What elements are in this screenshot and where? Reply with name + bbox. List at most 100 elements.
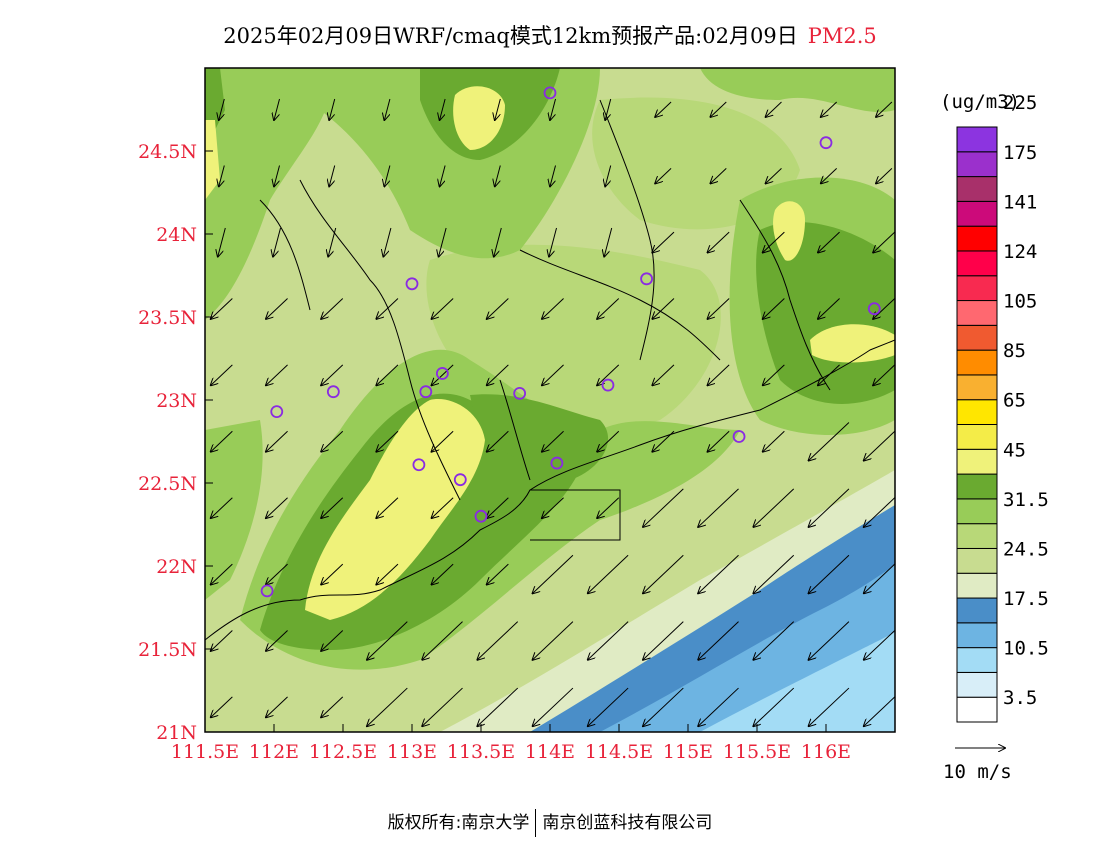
colorbar-segment <box>956 275 998 302</box>
colorbar-label: 141 <box>1003 191 1037 213</box>
wind-arrow <box>329 165 336 186</box>
wind-arrow <box>708 430 730 451</box>
wind-arrow <box>652 364 675 385</box>
wind-arrow <box>376 364 399 385</box>
wind-arrow <box>487 298 509 319</box>
wind-vectors <box>211 98 895 726</box>
wind-arrow <box>864 496 895 527</box>
colorbar-segment <box>956 647 998 673</box>
wind-arrow <box>753 621 795 660</box>
station-marker <box>640 272 653 286</box>
wind-arrow <box>542 497 564 518</box>
wind-arrow <box>643 687 684 726</box>
station-marker <box>453 473 467 487</box>
wind-arrow <box>643 621 684 660</box>
wind-arrow <box>864 563 895 593</box>
wind-arrow <box>487 364 509 385</box>
wind-arrow <box>422 687 463 726</box>
concentration-field <box>205 68 895 732</box>
station-marker <box>270 405 284 419</box>
dark-green-zone <box>470 394 609 480</box>
colorbar-segment <box>956 473 998 500</box>
wind-arrow <box>384 165 391 186</box>
wind-arrow <box>597 430 620 451</box>
wind-arrow <box>655 101 672 117</box>
station-marker <box>326 385 340 399</box>
title-species: PM2.5 <box>807 24 877 48</box>
wind-arrow <box>321 298 344 319</box>
station-marker <box>474 509 488 523</box>
wind-arrow <box>266 298 288 319</box>
wind-arrow <box>219 98 225 120</box>
station-marker <box>819 136 833 150</box>
wind-arrow <box>495 165 501 186</box>
wind-arrow <box>211 364 233 385</box>
wind-arrow <box>549 227 557 256</box>
station-marker <box>867 302 881 316</box>
wind-arrow <box>321 563 344 584</box>
wind-arrow <box>376 497 399 518</box>
wind-arrow <box>809 554 850 593</box>
lon-tick-label: 112E <box>249 741 299 763</box>
wind-arrow <box>873 298 895 319</box>
colorbar-segment <box>956 399 998 426</box>
colorbar-segment <box>956 424 998 450</box>
wind-arrow <box>266 630 288 651</box>
colorbar-label: 31.5 <box>1003 489 1049 511</box>
colorbar-segment <box>956 250 998 277</box>
wind-arrow <box>211 298 233 319</box>
wind-arrow <box>321 430 344 451</box>
wind-arrow <box>219 165 225 186</box>
station-marker <box>550 456 564 470</box>
lat-tick-label: 21.5N <box>138 639 197 661</box>
wind-arrow <box>655 168 672 183</box>
wind-arrow <box>329 98 336 120</box>
wind-arrow <box>440 165 446 186</box>
lon-tick-label: 114.5E <box>585 741 653 763</box>
colorbar-label: 225 <box>1003 92 1037 114</box>
station-marker <box>405 277 419 291</box>
wind-arrow <box>432 364 454 385</box>
footer: 版权所有:南京大学 南京创蓝科技有限公司 <box>0 808 1100 837</box>
colorbar-label: 24.5 <box>1003 538 1049 560</box>
colorbar-segment <box>956 671 998 698</box>
colorbar-segment <box>956 696 998 723</box>
latitude-axis: 21N 21.5N 22N 22.5N 23N 23.5N 24N 24.5N <box>138 141 213 744</box>
wind-arrow <box>422 621 463 660</box>
wind-arrow <box>763 231 785 252</box>
colorbar-segment <box>956 225 998 252</box>
yellow-hotspot <box>810 324 895 363</box>
wind-arrow <box>432 430 454 451</box>
station-marker <box>260 584 274 598</box>
wind-arrow <box>876 168 893 183</box>
colorbar-segment <box>956 572 998 599</box>
station-marker <box>419 385 433 399</box>
wind-arrow <box>273 227 281 256</box>
wind-arrow <box>266 563 288 584</box>
footer-left: 版权所有:南京大学 <box>387 813 530 833</box>
wind-arrow <box>753 488 795 527</box>
wind-arrow <box>384 98 391 120</box>
wind-arrow <box>376 430 399 451</box>
wind-arrow <box>864 430 895 460</box>
wind-arrow <box>274 98 280 120</box>
colorbar: 3.5 10.5 17.5 24.5 31.5 45 65 85 105 124 141 175 225 <box>956 92 1049 723</box>
wind-arrow <box>818 298 840 319</box>
wind-arrow <box>766 101 782 117</box>
lat-tick-label: 21N <box>156 722 197 744</box>
colorbar-label: 45 <box>1003 439 1026 461</box>
colorbar-segment <box>956 176 998 202</box>
lat-tick-label: 24N <box>156 224 197 246</box>
station-marker <box>601 378 615 392</box>
wind-arrow <box>818 231 840 252</box>
lon-tick-label: 112.5E <box>309 741 377 763</box>
wind-arrow <box>873 364 895 385</box>
wind-arrow <box>588 621 629 660</box>
wind-arrow <box>367 687 408 726</box>
lon-tick-label: 113.5E <box>447 741 515 763</box>
lon-tick-label: 116E <box>801 741 851 763</box>
wind-arrow <box>710 101 727 117</box>
wind-arrow <box>708 231 730 252</box>
wind-arrow <box>266 430 288 451</box>
